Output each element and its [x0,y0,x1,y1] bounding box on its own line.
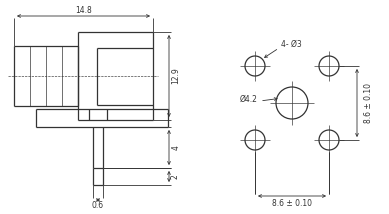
Text: Ø4.2: Ø4.2 [240,95,258,104]
Text: 12.9: 12.9 [172,68,180,84]
Text: 4- Ø3: 4- Ø3 [281,40,302,49]
Text: 14.8: 14.8 [75,6,92,15]
Text: 4: 4 [172,145,180,150]
Text: 8.6 ± 0.10: 8.6 ± 0.10 [272,199,312,208]
Text: 8.6 ± 0.10: 8.6 ± 0.10 [364,83,373,123]
Text: 2: 2 [170,174,179,179]
Text: 0.6: 0.6 [92,202,104,211]
